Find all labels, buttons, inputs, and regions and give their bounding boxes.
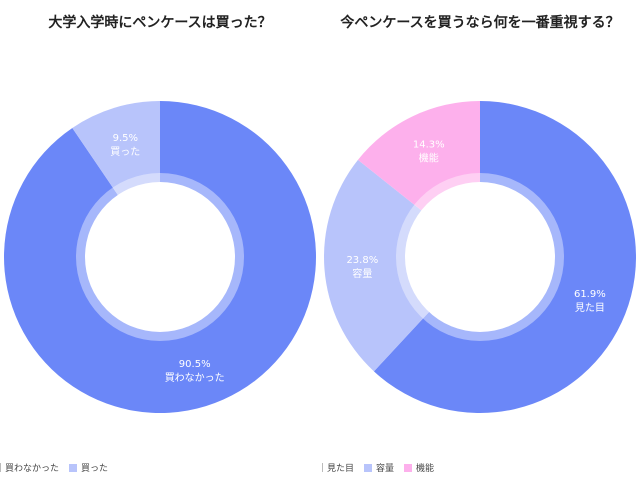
legend-left: 買わなかった 買った [0, 461, 108, 474]
slice-value-label: 90.5% [179, 359, 211, 370]
legend-label: 容量 [376, 464, 395, 474]
slice-category-label: 買わなかった [165, 372, 225, 384]
legend-label: 機能 [416, 464, 435, 474]
slice-value-label: 14.3% [413, 140, 445, 151]
slice-value-label: 61.9% [574, 289, 606, 300]
legend-clipped-swatch [0, 463, 1, 472]
legend-swatch [404, 463, 413, 472]
slice-category-label: 買った [110, 146, 140, 158]
slice-category-label: 見た目 [575, 302, 605, 314]
chart-title-left: 大学入学時にペンケースは買った？ [48, 15, 272, 31]
legend-label: 買わなかった [5, 464, 60, 474]
donut-slice [324, 159, 480, 372]
chart-title-right: 今ペンケースを買うなら何を一番重視する？ [340, 15, 620, 31]
legend-clipped-swatch [322, 463, 323, 472]
slice-category-label: 容量 [352, 267, 372, 280]
donut-hole [85, 182, 235, 332]
legend-swatch [69, 463, 78, 472]
slice-value-label: 23.8% [346, 255, 378, 266]
slice-value-label: 9.5% [113, 133, 138, 144]
legend-swatch [364, 463, 373, 472]
legend-label: 見た目 [327, 464, 355, 474]
legend-label: 買った [81, 464, 109, 474]
legend-right: 見た目 容量 機能 [322, 461, 434, 474]
slice-category-label: 機能 [419, 152, 439, 165]
donut-hole [405, 182, 555, 332]
